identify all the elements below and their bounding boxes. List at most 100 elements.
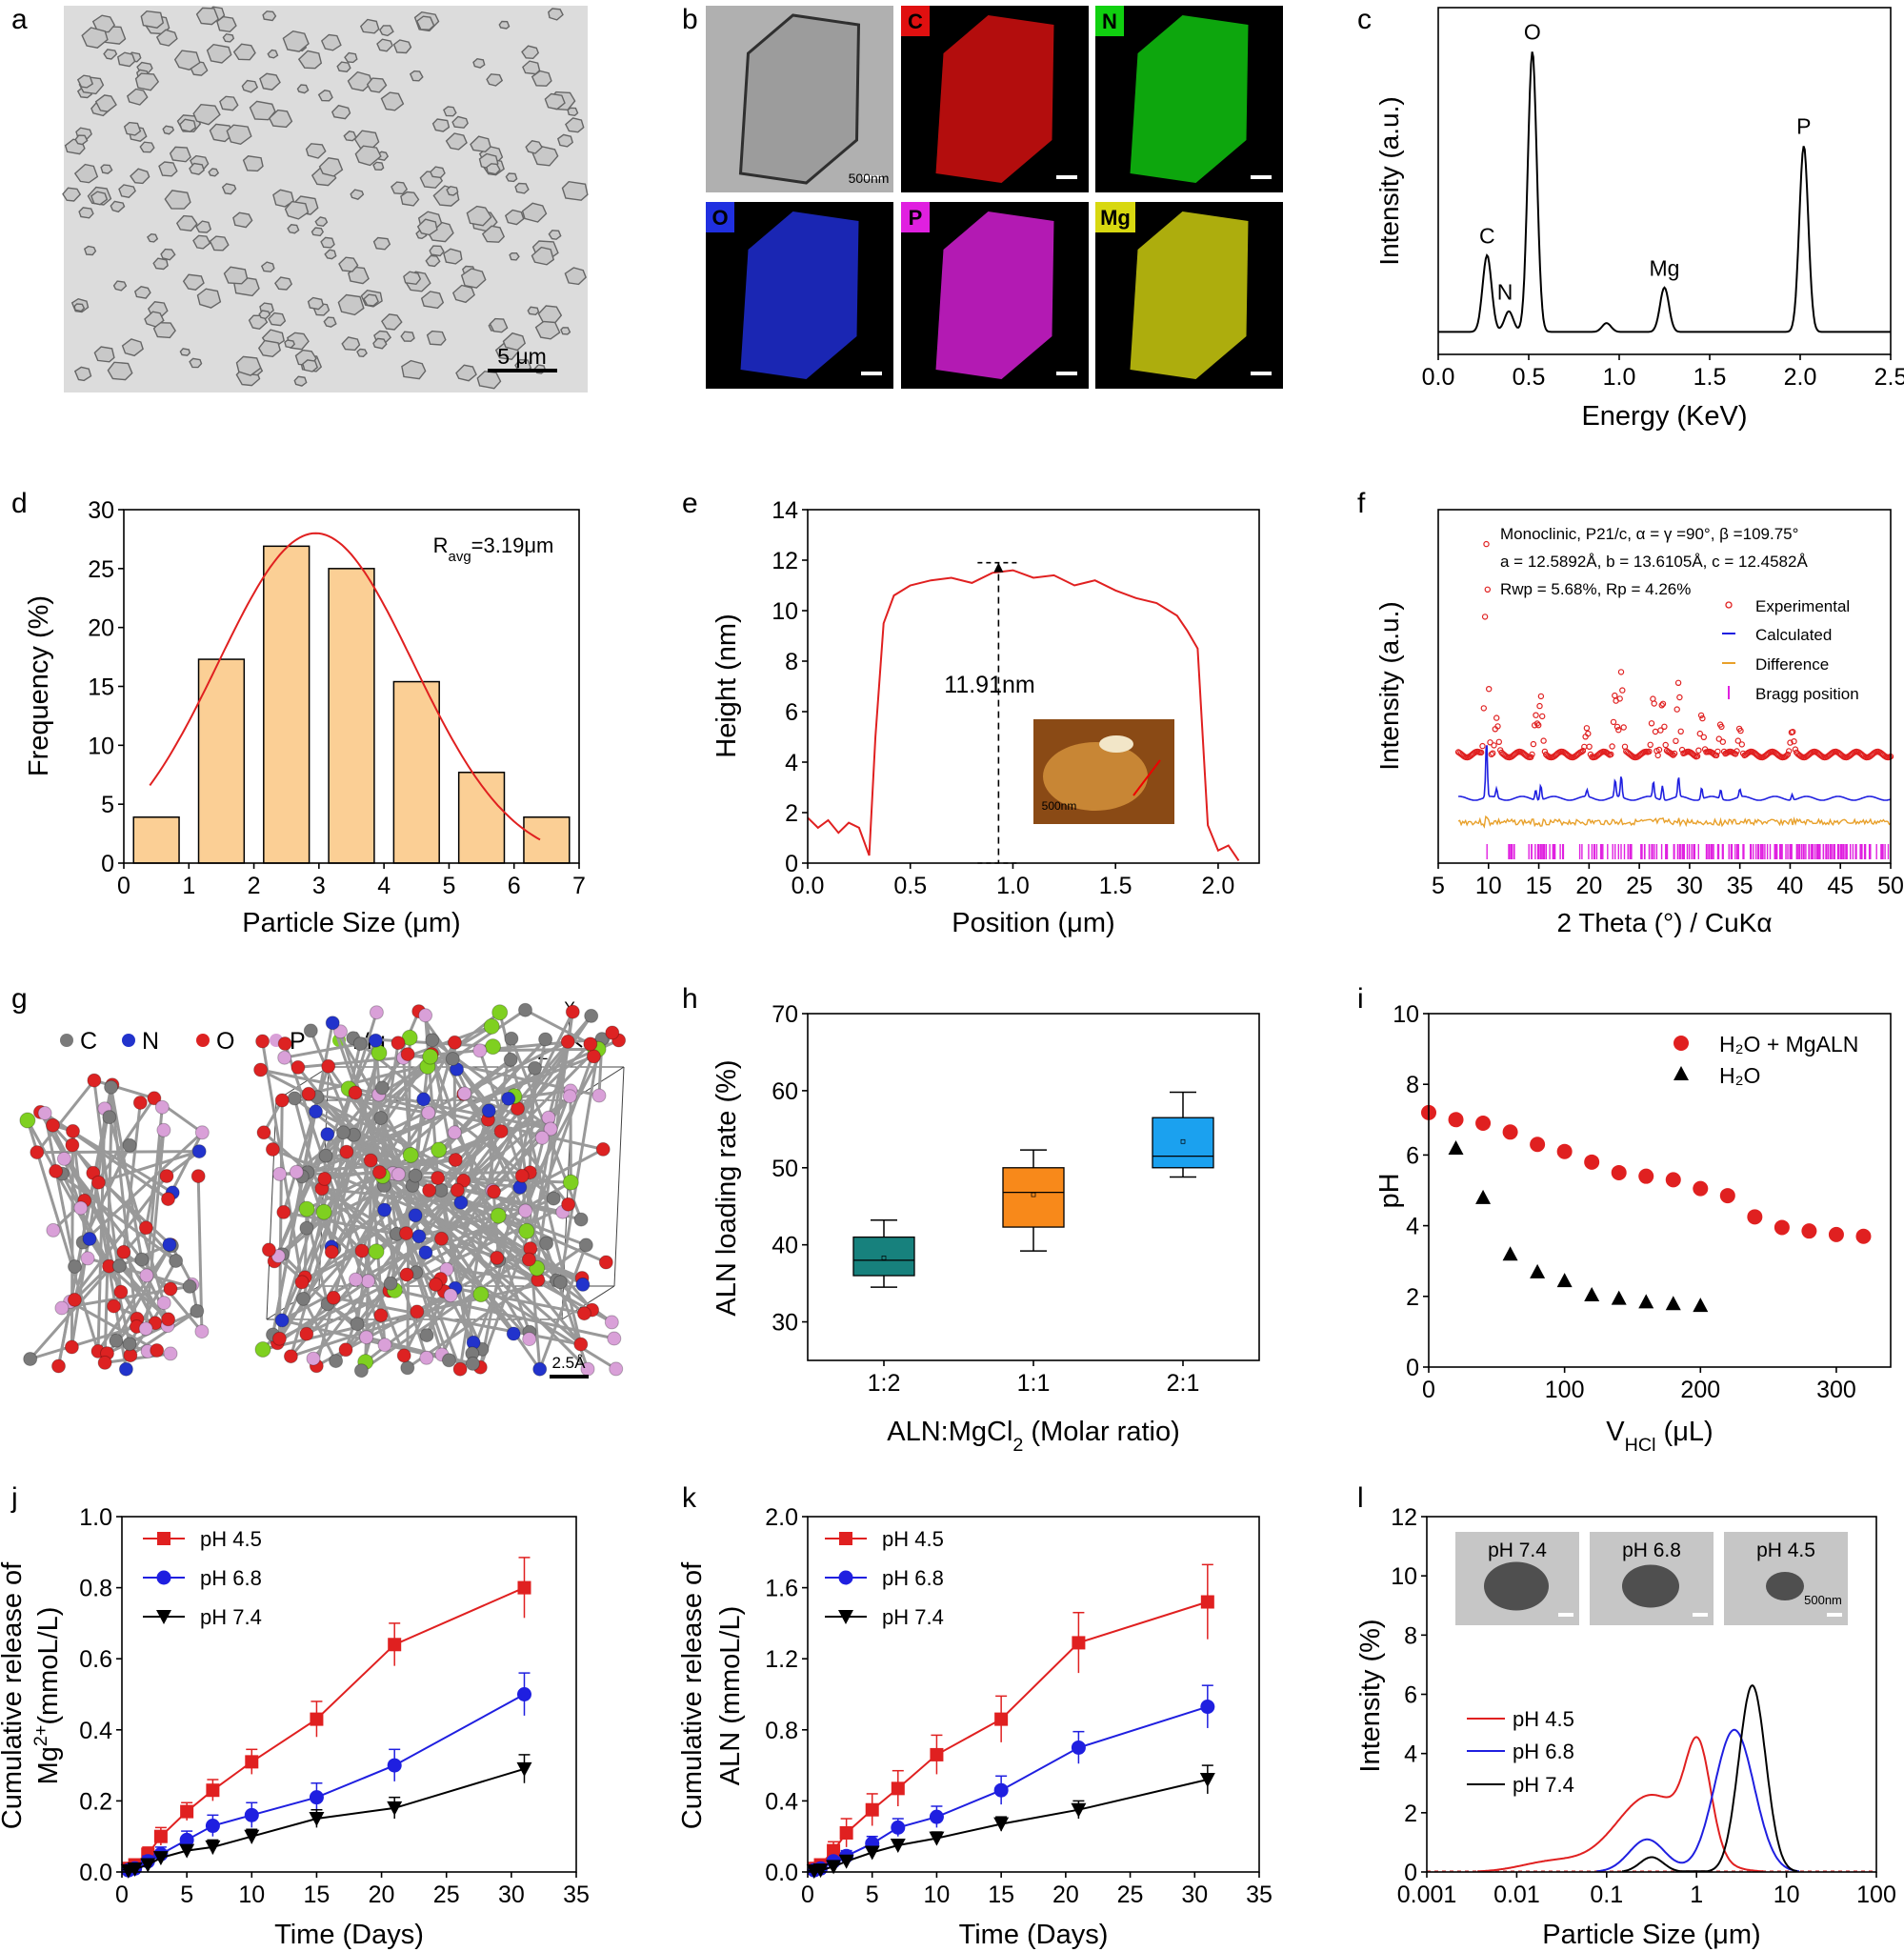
- bond: [69, 1300, 158, 1352]
- experimental-point: [1785, 748, 1793, 755]
- particle: [320, 236, 335, 249]
- bond: [295, 1011, 501, 1174]
- xrd-xtick-label: 25: [1626, 873, 1653, 899]
- mg-ytick-label: 0.4: [79, 1718, 112, 1744]
- experimental-point: [1651, 700, 1657, 707]
- experimental-point: [1714, 748, 1721, 755]
- atom: [54, 1300, 70, 1316]
- particle: [164, 190, 191, 210]
- aln-xtick-label: 30: [1181, 1882, 1208, 1908]
- experimental-point: [1789, 729, 1796, 735]
- particle: [403, 271, 422, 286]
- afm-ytick-label: 10: [772, 598, 798, 625]
- dls-ytick-label: 12: [1391, 1504, 1417, 1531]
- aln-ytick-label: 0.0: [765, 1860, 798, 1886]
- bond: [43, 1112, 157, 1324]
- experimental-point: [1674, 679, 1682, 687]
- legend-label-3: Bragg position: [1755, 685, 1859, 703]
- atom: [543, 1121, 558, 1137]
- atom: [408, 1208, 423, 1223]
- particle: [226, 124, 252, 146]
- particle: [341, 336, 361, 352]
- atom: [573, 1212, 589, 1227]
- atom: [182, 1278, 197, 1294]
- particle: [287, 224, 300, 234]
- atom: [522, 1332, 537, 1347]
- experimental-point: [1495, 738, 1503, 746]
- atom: [109, 1333, 124, 1348]
- mg-legend-symbol-1: [156, 1570, 171, 1585]
- particle: [431, 118, 451, 132]
- ph-ytick-label: 2: [1406, 1284, 1419, 1311]
- particle: [73, 303, 86, 312]
- atom: [419, 1328, 434, 1343]
- experimental-point: [1494, 723, 1501, 730]
- particle: [232, 211, 253, 229]
- afm-ytick-label: 14: [772, 497, 798, 524]
- mg-point-ph68: [179, 1832, 194, 1847]
- particle: [498, 20, 511, 30]
- bond: [440, 1032, 614, 1356]
- point-h2o-mgaln: [1502, 1124, 1518, 1140]
- panel-g-crystal-structure: CNOPMgYZX2.5Å: [19, 998, 627, 1378]
- atom: [441, 1353, 456, 1368]
- particle: [121, 338, 144, 357]
- mg-point-ph45: [153, 1829, 168, 1843]
- afm-xtick-label: 1.5: [1099, 873, 1132, 899]
- aln-xtick-label: 15: [988, 1882, 1014, 1908]
- atom: [296, 1291, 311, 1306]
- atom: [560, 1034, 575, 1049]
- aln-point-ph74: [1199, 1773, 1215, 1788]
- aln-xtick-label: 5: [866, 1882, 879, 1908]
- particle: [344, 51, 358, 64]
- atom: [271, 1331, 287, 1346]
- xrd-xtick-label: 30: [1676, 873, 1703, 899]
- aln-point-ph68: [929, 1809, 944, 1824]
- atom: [138, 1321, 153, 1337]
- experimental-point: [1609, 743, 1615, 750]
- atom: [134, 1252, 150, 1267]
- particle: [324, 249, 337, 260]
- experimental-point: [1718, 723, 1725, 731]
- particle: [502, 332, 527, 352]
- bond: [72, 1238, 91, 1300]
- particle: [196, 288, 222, 309]
- bond: [277, 1211, 326, 1258]
- experimental-point: [1483, 540, 1490, 548]
- panel-d-size-histogram: 0 1 2 3 4 5 6 7 0 5 10 15 20 25 30 Ravg=3.19μm Frequency…: [24, 497, 586, 938]
- particle: [222, 32, 235, 43]
- experimental-point: [1674, 706, 1680, 713]
- dls-xtick-label: 100: [1856, 1882, 1896, 1908]
- particle: [531, 246, 555, 266]
- box-mean-marker: [1180, 1138, 1186, 1144]
- atom: [321, 1058, 336, 1074]
- aln-point-ph74: [864, 1845, 880, 1861]
- experimental-point: [1540, 737, 1547, 744]
- particle: [162, 125, 175, 135]
- atom: [274, 1313, 290, 1328]
- atom: [607, 1331, 622, 1346]
- atom: [562, 1089, 577, 1104]
- mg-y-axis-label-line2-part-1: 2+: [30, 1725, 51, 1746]
- particle: [242, 155, 264, 172]
- ph-xtick-label: 0: [1422, 1377, 1435, 1403]
- point-h2o-mgaln: [1556, 1143, 1573, 1159]
- experimental-point: [1530, 740, 1537, 748]
- particle: [415, 15, 435, 30]
- panel-k-aln-release: 0 5 10 15 20 25 30 35 0.0 0.4 0.8 1.2 1.6 2.0 pH 4.5 pH…: [677, 1504, 1273, 1950]
- particle: [443, 248, 463, 265]
- bond: [431, 1039, 522, 1189]
- particle: [284, 339, 296, 349]
- particle: [169, 146, 191, 163]
- map-label-box-2: [1095, 6, 1124, 36]
- afm-xtick-label: 1.0: [996, 873, 1030, 899]
- atom: [521, 1252, 536, 1267]
- mg-y-axis-label-line2-part-0: Mg: [33, 1746, 64, 1784]
- bond: [35, 1079, 96, 1154]
- atom: [317, 1171, 332, 1186]
- bond: [479, 1047, 599, 1053]
- mg-legend-label-1: pH 6.8: [200, 1566, 262, 1590]
- box-mean-marker: [881, 1256, 887, 1260]
- experimental-point: [1487, 739, 1493, 746]
- atom: [363, 1153, 378, 1168]
